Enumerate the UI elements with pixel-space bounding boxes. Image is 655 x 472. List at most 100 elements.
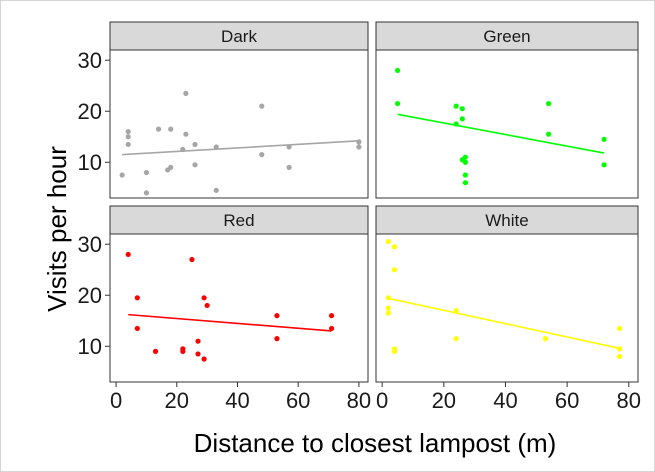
data-point [125, 129, 131, 135]
data-point [385, 295, 391, 301]
data-point [394, 100, 401, 107]
y-tick-label: 30 [78, 48, 102, 73]
data-point [601, 162, 607, 168]
data-point [274, 336, 280, 342]
facet-panels: Dark Green Red White [109, 21, 639, 383]
plot-area-white [375, 233, 639, 383]
y-axis-title: Visits per hour [42, 146, 72, 312]
strip-label-dark: Dark [221, 27, 257, 46]
data-point [213, 144, 219, 150]
y-tick-label: 20 [78, 99, 102, 124]
panel-red: Red [109, 205, 369, 383]
data-point [274, 313, 280, 319]
data-point [546, 131, 552, 137]
x-tick-label: 60 [286, 388, 310, 413]
strip-label-red: Red [223, 211, 254, 230]
data-point [616, 353, 623, 360]
data-point [459, 116, 465, 122]
data-point [189, 256, 195, 263]
panel-green: Green [375, 21, 639, 199]
data-point [328, 325, 335, 332]
x-tick-label: 40 [225, 388, 249, 413]
data-point [168, 126, 174, 132]
x-tick-label: 0 [110, 388, 122, 413]
data-point [213, 187, 219, 193]
data-point [462, 159, 468, 165]
trend-line-white [388, 297, 620, 350]
data-point [462, 154, 468, 160]
data-point [195, 351, 201, 357]
data-point [192, 162, 198, 168]
data-point [453, 307, 459, 314]
data-point [125, 134, 131, 140]
trend-line-red [128, 313, 332, 332]
y-axis-ticks: 10 20 30 10 20 30 [78, 48, 110, 359]
plot-area-red [109, 233, 369, 383]
data-point [601, 136, 607, 142]
data-point [462, 172, 468, 178]
x-tick-label: 80 [347, 388, 371, 413]
data-point [391, 267, 398, 273]
x-tick-label: 40 [493, 388, 517, 413]
x-tick-label: 60 [555, 388, 579, 413]
data-point [134, 295, 140, 301]
data-point [385, 239, 391, 245]
data-point [453, 103, 459, 109]
data-point [328, 313, 335, 319]
strip-green [375, 21, 639, 51]
data-point [616, 325, 623, 332]
x-axis-title: Distance to closest lampost (m) [194, 428, 557, 458]
data-point [183, 90, 189, 96]
panel-white: White [375, 205, 639, 383]
data-point [259, 103, 265, 109]
y-tick-label: 30 [78, 232, 102, 257]
x-tick-label: 20 [165, 388, 189, 413]
data-point [125, 251, 131, 258]
plot-area-dark [109, 49, 369, 199]
trend-line-green [397, 113, 605, 154]
x-tick-label: 0 [376, 388, 388, 413]
data-point [391, 348, 398, 354]
data-point [286, 164, 292, 170]
data-point [192, 141, 198, 148]
data-point [356, 139, 362, 145]
data-point [201, 295, 207, 301]
data-point [391, 244, 398, 250]
data-point [462, 180, 468, 186]
x-tick-label: 80 [617, 388, 641, 413]
data-point [542, 336, 549, 342]
data-point [134, 325, 140, 332]
data-point [155, 126, 162, 132]
data-point [195, 338, 201, 344]
panel-dark: Dark [109, 21, 369, 199]
trend-line-dark [122, 140, 359, 156]
data-point [119, 172, 125, 178]
strip-label-white: White [485, 211, 528, 230]
strip-red [109, 205, 369, 235]
data-point [183, 131, 189, 137]
data-point [125, 141, 131, 148]
data-point [453, 336, 459, 342]
strip-dark [109, 21, 369, 51]
data-point [201, 356, 207, 362]
data-point [143, 169, 150, 176]
data-point [459, 106, 465, 112]
data-point [259, 152, 265, 158]
data-point [180, 348, 186, 354]
data-point [204, 302, 210, 309]
y-tick-label: 10 [78, 150, 102, 175]
x-tick-label: 20 [432, 388, 456, 413]
data-point [152, 348, 159, 354]
data-point [385, 305, 391, 311]
data-point [546, 100, 552, 107]
data-point [616, 346, 623, 352]
data-point [168, 164, 174, 170]
plot-area-green [375, 49, 639, 199]
strip-label-green: Green [483, 27, 530, 46]
x-axis-ticks: 0 20 40 60 80 0 20 40 60 80 [110, 382, 641, 413]
y-tick-label: 20 [78, 283, 102, 308]
data-point [394, 67, 401, 74]
data-point [385, 310, 391, 316]
data-point [143, 190, 150, 196]
